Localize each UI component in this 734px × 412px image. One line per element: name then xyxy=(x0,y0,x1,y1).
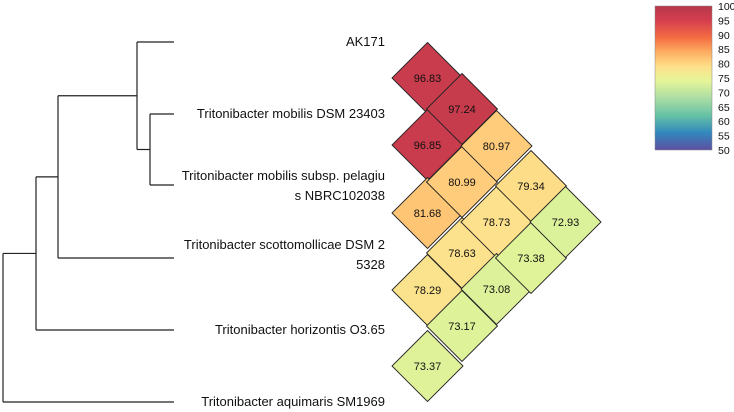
colorbar-tick-label: 65 xyxy=(718,102,730,114)
heatmap-cell-label: 78.63 xyxy=(448,248,476,260)
heatmap-cell xyxy=(529,185,602,259)
identity-heatmap: 96.83 96.85 97.24 81.68 80.99 80.97 78.29 78.63… xyxy=(391,41,602,403)
colorbar-tick-label: 85 xyxy=(718,44,730,56)
dendrogram xyxy=(2,41,174,403)
colorbar-tick-label: 50 xyxy=(718,145,730,157)
heatmap-cell-label: 81.68 xyxy=(414,208,442,220)
taxon-label: Tritonibacter mobilis subsp. pelagiu xyxy=(182,168,385,183)
taxon-label: AK171 xyxy=(346,34,385,49)
heatmap-cell-label: 80.97 xyxy=(483,141,511,153)
heatmap-cell-label: 78.29 xyxy=(414,285,442,297)
taxon-label: Tritonibacter mobilis DSM 23403 xyxy=(197,106,385,121)
heatmap-cell-label: 73.08 xyxy=(483,284,511,296)
taxon-label: Tritonibacter aquimaris SM1969 xyxy=(201,394,385,409)
heatmap-cell-label: 97.24 xyxy=(448,104,476,116)
colorbar-tick-label: 60 xyxy=(718,116,730,128)
taxon-label: 5328 xyxy=(356,257,385,272)
taxon-labels: AK171 Tritonibacter mobilis DSM 23403 Trit… xyxy=(182,34,385,409)
colorbar-tick-label: 75 xyxy=(718,73,730,85)
taxon-label: Tritonibacter horizontis O3.65 xyxy=(215,322,385,337)
taxon-label: Tritonibacter scottomollicae DSM 2 xyxy=(184,237,385,252)
colorbar-tick-label: 100 xyxy=(718,1,734,13)
taxon-label: s NBRC102038 xyxy=(295,188,385,203)
heatmap-cell-label: 96.85 xyxy=(414,140,442,152)
heatmap-cell-label: 73.37 xyxy=(414,361,442,373)
colorbar-gradient xyxy=(654,5,713,151)
heatmap-cell-label: 80.99 xyxy=(448,177,476,189)
colorbar-legend: 100 95 90 85 80 75 70 65 60 55 50 xyxy=(654,1,734,157)
colorbar-tick-label: 90 xyxy=(718,30,730,42)
heatmap-cell-label: 79.34 xyxy=(517,181,545,193)
heatmap-cell-label: 72.93 xyxy=(552,217,580,229)
heatmap-cell xyxy=(391,329,464,403)
heatmap-cell-label: 73.17 xyxy=(448,321,476,333)
heatmap-cell-label: 96.83 xyxy=(414,73,442,85)
colorbar-tick-label: 95 xyxy=(718,15,730,27)
heatmap-cell xyxy=(460,109,533,183)
colorbar-tick-label: 55 xyxy=(718,131,730,143)
heatmap-cell-label: 73.38 xyxy=(517,253,545,265)
colorbar-tick-label: 80 xyxy=(718,59,730,71)
colorbar-tick-label: 70 xyxy=(718,87,730,99)
heatmap-cell-label: 78.73 xyxy=(483,217,511,229)
